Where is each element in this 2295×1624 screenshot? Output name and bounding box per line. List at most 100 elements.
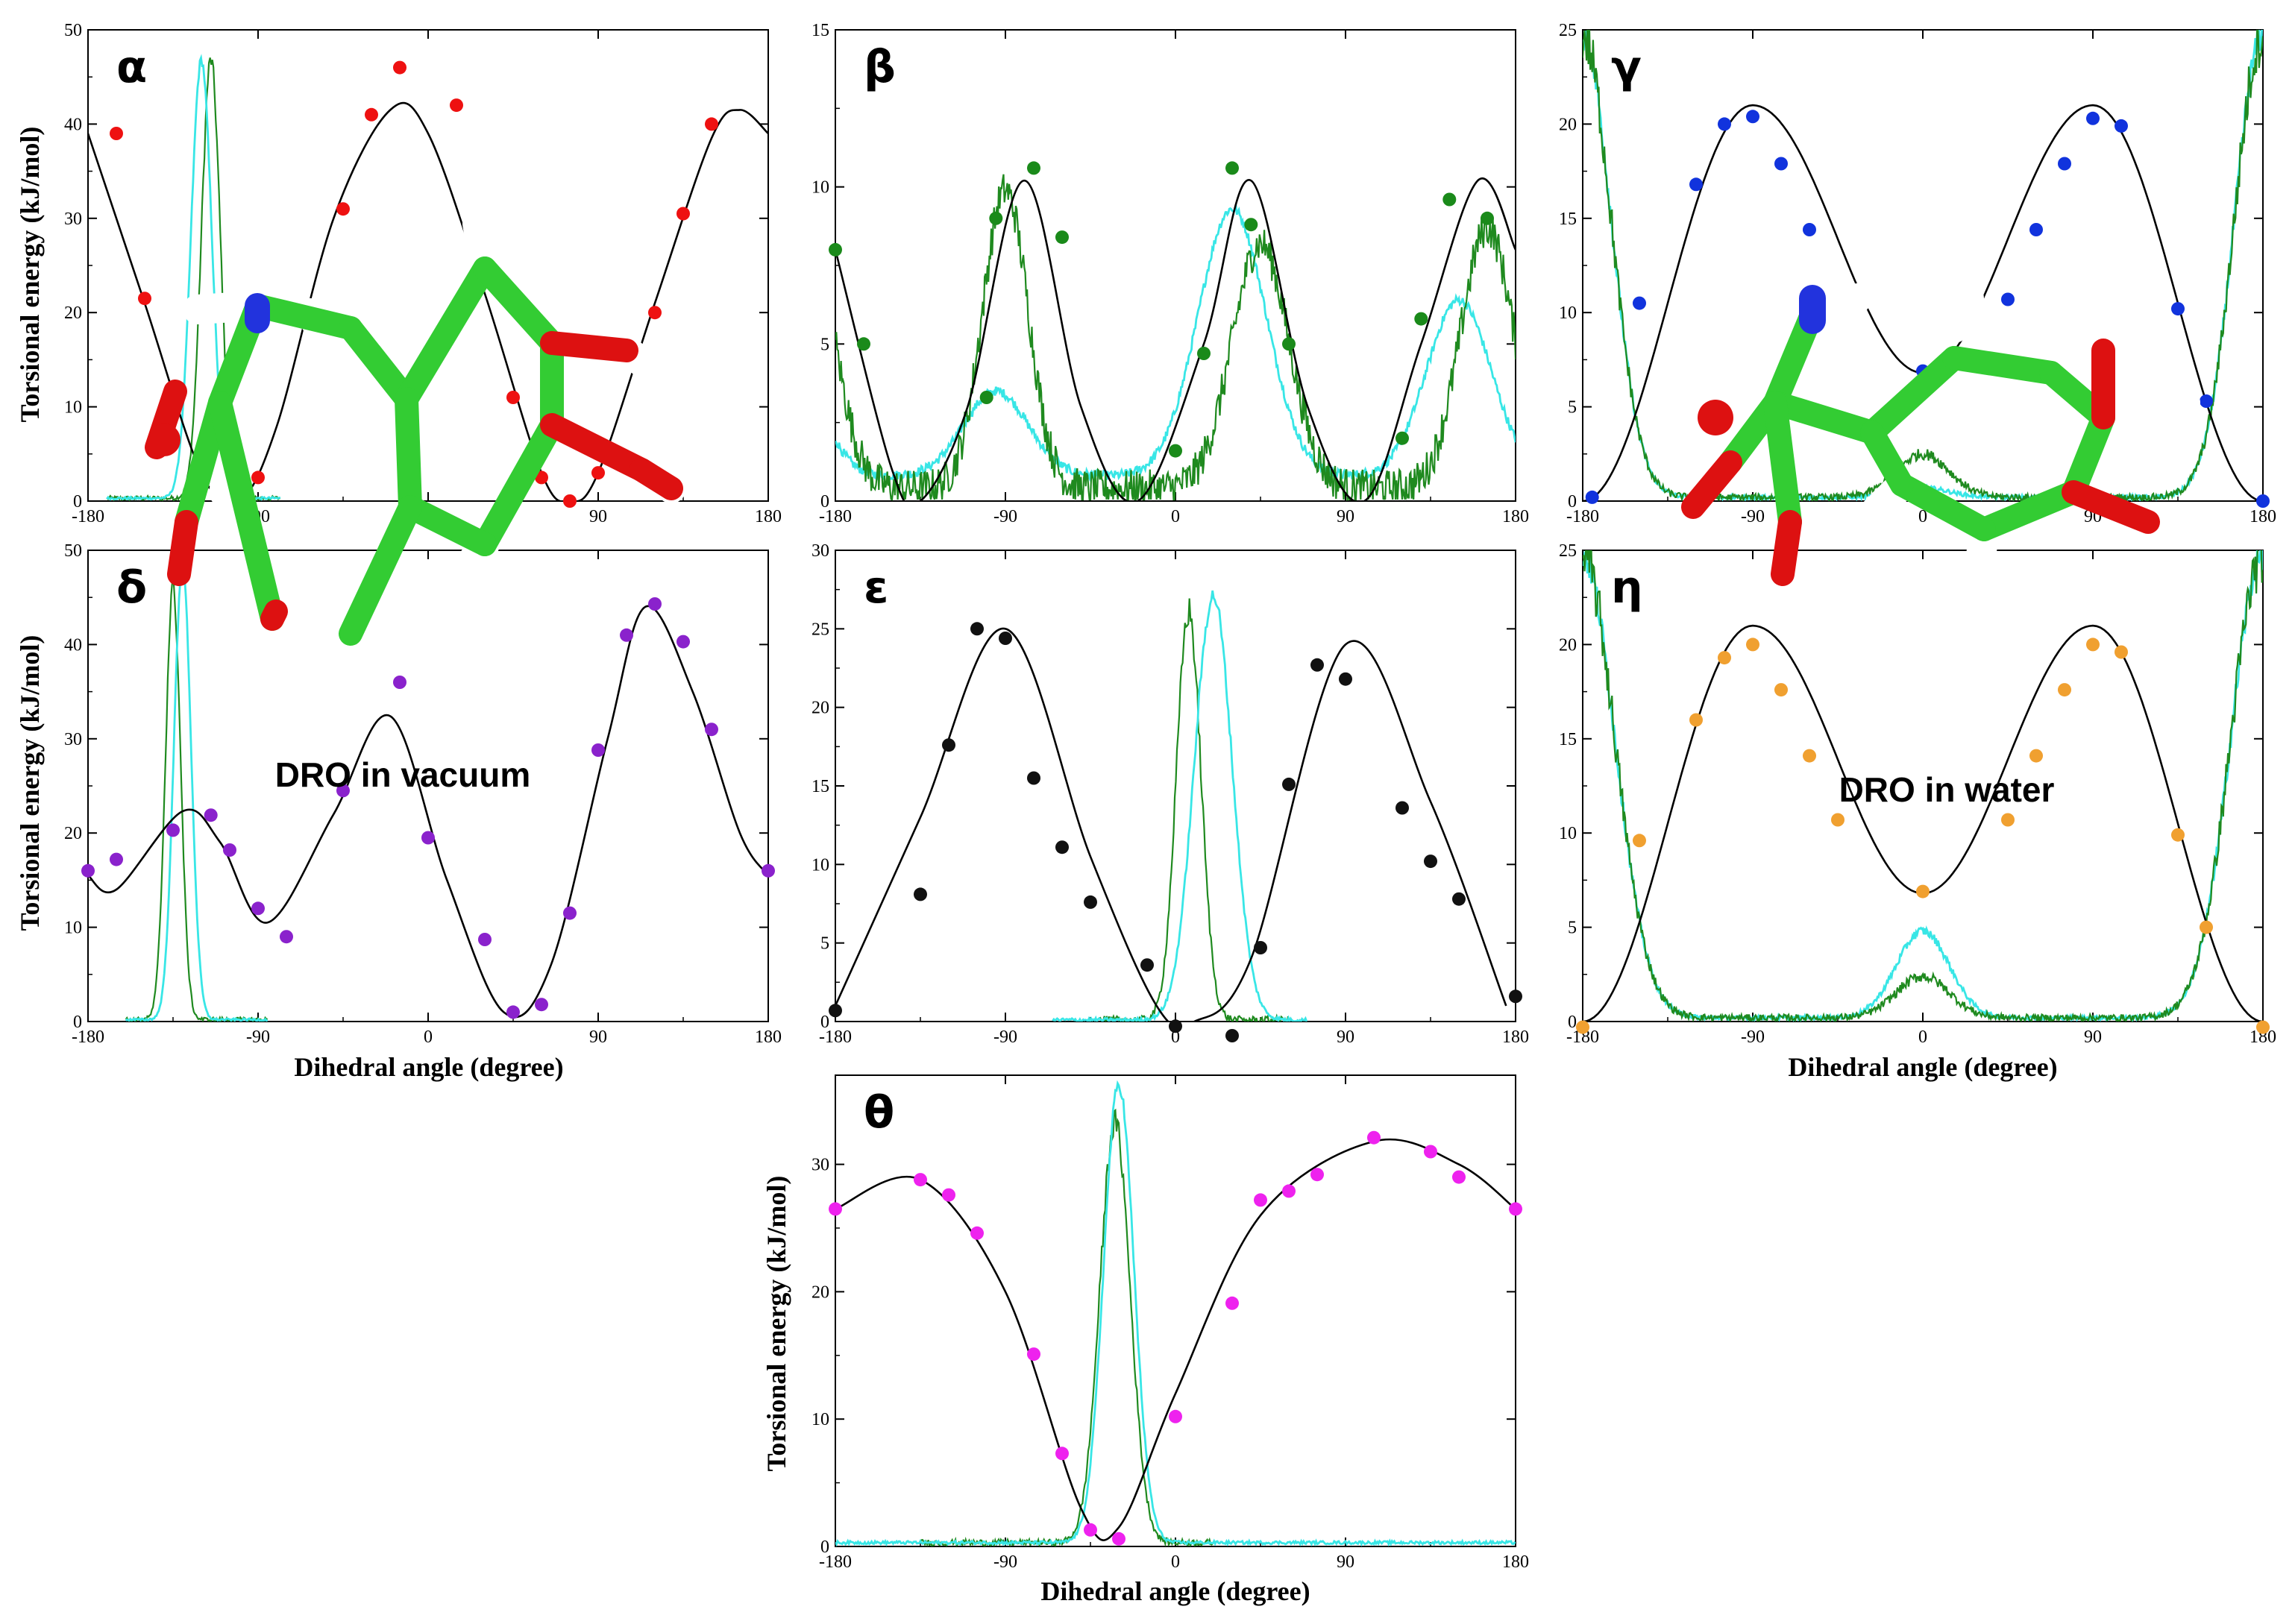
water-distribution-line <box>1052 590 1308 1022</box>
energy-data-point <box>1027 161 1040 175</box>
energy-data-point <box>1112 1532 1125 1546</box>
caption-water: DRO in water <box>1839 770 2055 809</box>
energy-data-point <box>762 863 775 878</box>
y-axis-label-top-row: Torsional energy (kJ/mol) <box>15 127 45 423</box>
energy-data-point <box>2200 394 2213 408</box>
energy-data-point <box>2171 302 2185 316</box>
x-tick-label: 0 <box>1171 507 1180 526</box>
energy-data-point <box>365 107 378 122</box>
energy-data-point <box>1718 117 1731 131</box>
energy-data-point <box>1576 1020 1589 1034</box>
y-tick-label: 5 <box>1568 919 1577 938</box>
energy-data-point <box>1509 1202 1522 1216</box>
energy-data-point <box>2058 157 2071 171</box>
energy-data-point <box>1774 683 1788 697</box>
energy-data-point <box>1509 989 1522 1004</box>
x-tick-label: 0 <box>1918 507 1927 526</box>
x-tick-label: 0 <box>1918 1027 1927 1047</box>
energy-data-point <box>1310 1168 1324 1182</box>
x-tick-label: -90 <box>1741 507 1765 526</box>
y-tick-label: 50 <box>64 21 82 40</box>
energy-data-point <box>1282 777 1296 791</box>
x-tick-label: 180 <box>755 1027 782 1047</box>
energy-data-point <box>1803 223 1816 236</box>
energy-data-point <box>1140 958 1154 972</box>
y-axis-label-middle-row: Torsional energy (kJ/mol) <box>15 635 45 931</box>
energy-data-point <box>563 906 577 920</box>
energy-data-point <box>1689 177 1703 192</box>
energy-data-point <box>970 622 984 636</box>
y-tick-label: 10 <box>1559 824 1577 843</box>
y-tick-label: 25 <box>1559 21 1577 40</box>
x-tick-label: -180 <box>819 1027 852 1047</box>
energy-data-point <box>620 628 633 642</box>
energy-data-point <box>1633 296 1646 310</box>
y-tick-label: 15 <box>1559 210 1577 229</box>
energy-data-point <box>1225 1029 1239 1042</box>
molecule-water <box>1678 246 2200 619</box>
energy-data-point <box>2086 638 2100 652</box>
energy-data-point <box>1916 884 1930 898</box>
energy-data-point <box>829 242 842 256</box>
x-tick-label: 0 <box>424 1027 433 1047</box>
energy-data-point <box>1282 1184 1296 1198</box>
y-tick-label: 5 <box>820 934 829 954</box>
energy-data-point <box>676 635 690 649</box>
energy-data-point <box>535 470 548 485</box>
energy-data-point <box>1339 672 1352 686</box>
fitted-energy-curve <box>835 177 1516 501</box>
y-tick-label: 20 <box>64 303 82 323</box>
energy-data-point <box>591 743 605 757</box>
x-tick-label: -180 <box>72 1027 104 1047</box>
y-tick-label: 5 <box>820 335 829 354</box>
fitted-energy-curve <box>835 627 1507 1022</box>
y-tick-label: 15 <box>1559 730 1577 749</box>
y-tick-label: 30 <box>64 730 82 749</box>
x-tick-label: 90 <box>1337 1027 1354 1047</box>
energy-data-point <box>393 60 406 75</box>
y-tick-label: 15 <box>811 777 829 796</box>
x-tick-label: 180 <box>1502 1027 1529 1047</box>
y-tick-label: 40 <box>64 115 82 134</box>
energy-data-point <box>1244 218 1258 232</box>
energy-data-point <box>942 738 955 752</box>
energy-data-point <box>336 784 350 798</box>
energy-data-point <box>1803 749 1816 763</box>
energy-data-point <box>829 1202 842 1216</box>
energy-data-point <box>1254 1193 1267 1207</box>
energy-data-point <box>1414 312 1428 326</box>
energy-data-point <box>979 391 993 404</box>
energy-data-point <box>2029 223 2043 236</box>
energy-data-point <box>1689 713 1703 727</box>
energy-data-point <box>914 1173 927 1187</box>
y-tick-label: 0 <box>820 1013 829 1032</box>
energy-data-point <box>1452 892 1466 906</box>
energy-data-point <box>2086 111 2100 125</box>
y-tick-label: 10 <box>64 919 82 938</box>
energy-data-point <box>204 808 218 822</box>
y-tick-label: 0 <box>1568 1013 1577 1032</box>
energy-data-point <box>2001 813 2015 827</box>
energy-data-point <box>914 887 927 901</box>
x-tick-label: -90 <box>246 1027 270 1047</box>
y-tick-label: 0 <box>820 1538 829 1557</box>
x-tick-label: 90 <box>1337 1552 1354 1572</box>
vacuum-distribution-line <box>1583 550 2263 1022</box>
energy-data-point <box>2256 494 2270 508</box>
y-tick-label: 0 <box>820 492 829 512</box>
energy-data-point <box>1831 813 1845 827</box>
x-axis-label-eta: Dihedral angle (degree) <box>1788 1052 2057 1082</box>
energy-data-point <box>81 863 95 878</box>
energy-data-point <box>138 292 151 306</box>
y-tick-label: 25 <box>1559 541 1577 561</box>
panel-label-alpha: α <box>116 41 147 93</box>
water-distribution-line <box>835 1080 1516 1546</box>
energy-data-point <box>970 1226 984 1240</box>
y-tick-label: 20 <box>64 824 82 843</box>
energy-data-point <box>393 676 406 689</box>
x-axis-label-theta: Dihedral angle (degree) <box>1040 1576 1310 1606</box>
energy-data-point <box>1169 1019 1182 1033</box>
